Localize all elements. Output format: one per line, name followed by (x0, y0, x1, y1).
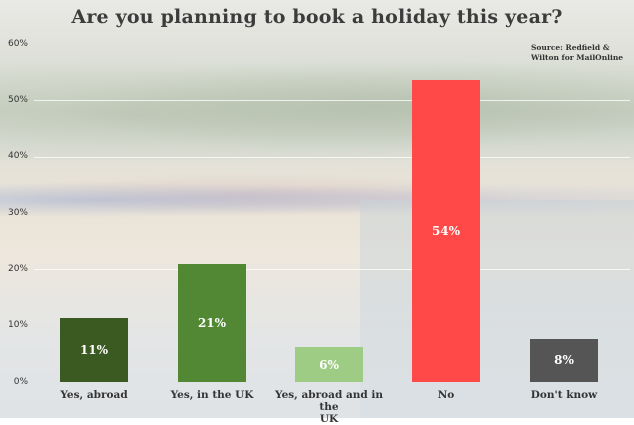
bar-no: 54% (412, 80, 480, 382)
y-tick-0: 0% (13, 377, 28, 387)
y-tick-50: 50% (7, 95, 28, 105)
x-label-no: No (437, 389, 455, 401)
bar-yes-abroad-and-uk: 6% (295, 347, 363, 382)
y-tick-30: 30% (7, 208, 28, 218)
bar-dont-know: 8% (530, 339, 598, 382)
source-note: Source: Redfield & Wilton for MailOnline (531, 43, 624, 62)
gridline-50 (34, 100, 630, 101)
chart-title: Are you planning to book a holiday this … (71, 6, 563, 28)
x-label-dont-know: Don't know (530, 389, 598, 401)
bar-yes-abroad: 11% (60, 318, 128, 382)
bar-yes-in-uk: 21% (178, 264, 246, 382)
y-tick-60: 60% (7, 39, 28, 49)
gridline-40 (34, 157, 630, 158)
y-tick-20: 20% (7, 264, 28, 274)
x-label-yes-in-uk: Yes, in the UK (170, 389, 254, 401)
y-tick-10: 10% (7, 320, 28, 330)
x-label-yes-abroad: Yes, abroad (60, 389, 128, 401)
x-label-yes-abroad-and-uk: Yes, abroad and in the UK (274, 389, 384, 425)
gridline-20 (34, 269, 630, 270)
y-tick-40: 40% (7, 151, 28, 161)
